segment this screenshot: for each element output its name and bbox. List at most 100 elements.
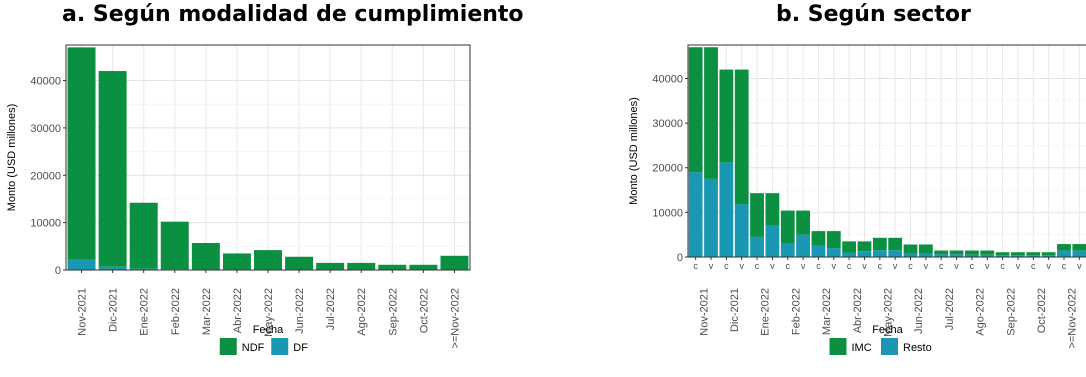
chart-a-xtick-label: Ago-2022: [356, 288, 368, 336]
chart-b-bar: [765, 193, 780, 226]
chart-b-bar: [980, 254, 995, 257]
chart-a-bar: [98, 266, 127, 270]
chart-b-subcategory-label: v: [862, 261, 867, 271]
chart-b-xtick-label: Sep-2022: [1005, 288, 1017, 336]
chart-b-ytick-label: 40000: [652, 73, 683, 85]
chart-b-ytick-label: 10000: [652, 207, 683, 219]
chart-a-bar: [440, 255, 469, 270]
chart-a-bar: [316, 262, 345, 270]
chart-b-bar: [1041, 255, 1056, 257]
chart-b-bar: [980, 250, 995, 255]
chart-a-ytick-label: 0: [55, 265, 61, 277]
chart-b-bar: [842, 241, 857, 253]
chart-b-bar: [1057, 250, 1071, 257]
chart-b-panel-border: [687, 44, 1086, 258]
chart-b-bar: [1072, 244, 1086, 251]
chart-b-xtick-label: Oct-2022: [1036, 288, 1048, 333]
chart-b-bar: [918, 244, 933, 254]
chart-a-bar: [98, 71, 127, 267]
chart-b-bar: [734, 69, 749, 205]
chart-b-bar: [719, 162, 734, 257]
chart-b-bar: [1011, 255, 1025, 257]
chart-a-bar: [409, 264, 438, 270]
chart-a-bar: [67, 259, 96, 270]
chart-a-xtick-label: Mar-2022: [201, 288, 213, 335]
chart-b-subcategory-label: c: [693, 261, 698, 271]
chart-b-bar: [1072, 250, 1086, 257]
chart-b-bar: [688, 172, 703, 257]
chart-b-subcategory-label: v: [770, 261, 775, 271]
chart-b-bar: [872, 250, 887, 257]
chart-b-bar: [796, 234, 811, 257]
chart-b-subcategory-label: v: [1046, 261, 1051, 271]
chart-a-ytick-label: 40000: [30, 76, 61, 88]
chart-b-xtick-label: Feb-2022: [790, 288, 802, 335]
chart-b-bar: [1026, 255, 1041, 257]
chart-a-ytick-label: 30000: [30, 123, 61, 135]
chart-a-xtick-label: Jul-2022: [325, 288, 337, 330]
chart-b-subcategory-label: c: [1000, 261, 1005, 271]
chart-b-bar: [888, 250, 903, 257]
chart-b-subcategory-label: c: [1031, 261, 1036, 271]
chart-b-subcategory-label: v: [954, 261, 959, 271]
chart-b-subcategory-label: v: [985, 261, 990, 271]
chart-b-xtick-label: Jul-2022: [944, 288, 956, 330]
chart-b-bar: [903, 253, 918, 257]
chart-b-xtick-label: Dic-2021: [729, 288, 741, 332]
chart-a-xtick-label: Abr-2022: [232, 288, 244, 333]
chart-b-xtick-label: Mar-2022: [821, 288, 833, 335]
chart-a-bar: [67, 47, 96, 260]
chart-b-subcategory-label: v: [801, 261, 806, 271]
chart-b-legend-swatch: [829, 338, 847, 355]
chart-b-bar: [704, 47, 718, 179]
chart-b-bar: [1041, 252, 1056, 256]
chart-b-subcategory-label: c: [724, 261, 729, 271]
chart-b-legend-label: IMC: [852, 342, 872, 354]
chart-a: 0 10000 20000 30000 40000 Monto (USD millones…: [6, 44, 471, 355]
chart-b-subcategory-label: c: [847, 261, 852, 271]
chart-b-xtick-label: Abr-2022: [852, 288, 864, 333]
chart-b-xtick-label: Ago-2022: [975, 288, 987, 336]
chart-b-bar: [857, 241, 872, 252]
chart-b-subcategory-label: c: [816, 261, 821, 271]
chart-a-bar: [129, 202, 158, 269]
chart-a-bar: [160, 221, 189, 270]
chart-b-subcategory-label: c: [908, 261, 913, 271]
chart-b-bar: [734, 204, 749, 257]
chart-a-xtick-label: Feb-2022: [170, 288, 182, 335]
chart-b-bar: [964, 254, 979, 257]
chart-b-xlabel: Fecha: [872, 324, 903, 336]
chart-a-legend-label: DF: [293, 342, 308, 354]
chart-b-xtick-label: Ene-2022: [760, 288, 772, 336]
chart-b-bar: [750, 193, 764, 237]
chart-b-bar: [949, 254, 964, 257]
chart-b-bar: [796, 210, 811, 235]
chart-b-xtick-label: >=Nov-2022: [1067, 288, 1079, 349]
chart-b-bar: [811, 231, 826, 246]
chart-b-bar: [811, 245, 826, 257]
chart-b-subcategory-label: c: [755, 261, 760, 271]
chart-b-bar: [918, 253, 933, 257]
chart-b-bar: [949, 250, 964, 255]
chart-b-xtick-label: Nov-2021: [698, 288, 710, 336]
chart-a-xlabel: Fecha: [253, 324, 284, 336]
chart-b-subcategory-label: c: [786, 261, 791, 271]
chart-a-xtick-label: Ene-2022: [139, 288, 151, 336]
chart-b-subcategory-label: v: [1077, 261, 1082, 271]
chart-b-subcategory-label: v: [709, 261, 714, 271]
chart-b-subcategory-label: v: [924, 261, 929, 271]
chart-a-ytick-label: 10000: [30, 218, 61, 230]
chart-b-bar: [842, 252, 857, 257]
chart-a-legend-swatch: [271, 338, 289, 355]
chart-a-bar: [191, 243, 220, 270]
chart-b-bar: [888, 237, 903, 251]
chart-b-xtick-label: May-2022: [883, 288, 895, 337]
chart-b-bar: [903, 244, 918, 254]
chart-b-subcategory-label: v: [832, 261, 837, 271]
chart-b-subcategory-label: c: [939, 261, 944, 271]
chart-a-bar: [254, 250, 282, 270]
chart-b-bar: [688, 47, 703, 173]
chart-b-bar: [780, 210, 795, 244]
chart-b-bar: [1026, 252, 1041, 256]
chart-a-title: a. Según modalidad de cumplimiento: [62, 2, 524, 27]
